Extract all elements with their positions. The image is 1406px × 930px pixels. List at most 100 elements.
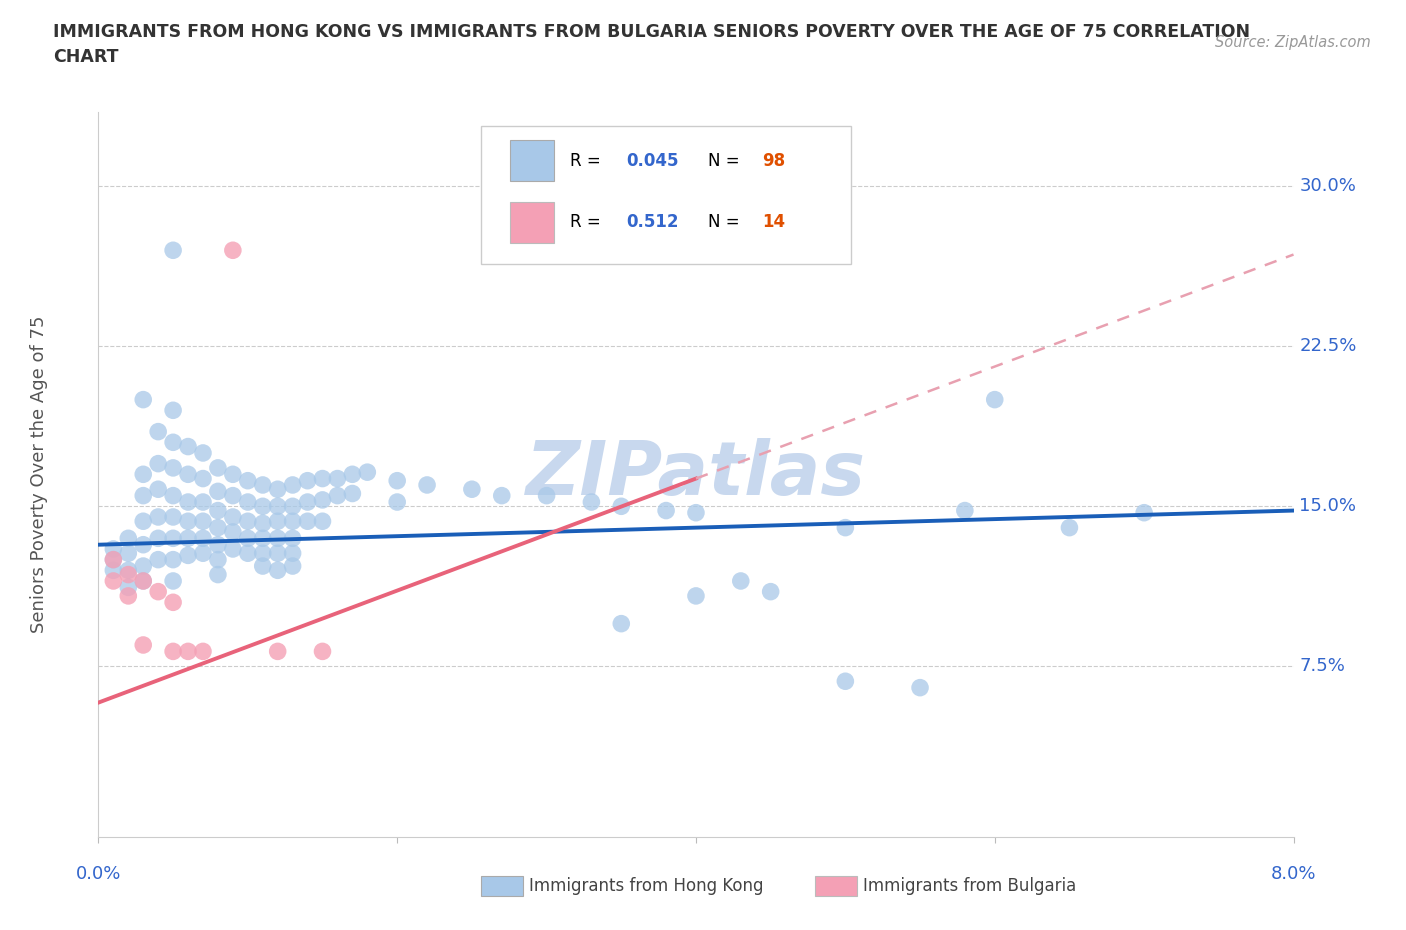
Point bbox=[581, 495, 603, 510]
Point bbox=[267, 563, 290, 578]
Point bbox=[236, 513, 259, 528]
Text: N =: N = bbox=[709, 152, 745, 169]
Point bbox=[252, 516, 274, 531]
Point bbox=[222, 525, 245, 539]
Point bbox=[222, 510, 245, 525]
Point bbox=[491, 488, 513, 503]
Point bbox=[132, 574, 155, 589]
Point bbox=[162, 460, 184, 475]
Point bbox=[685, 505, 707, 520]
Point bbox=[117, 546, 139, 561]
Point bbox=[103, 541, 125, 556]
Point bbox=[207, 503, 229, 518]
Point bbox=[297, 513, 319, 528]
Text: IMMIGRANTS FROM HONG KONG VS IMMIGRANTS FROM BULGARIA SENIORS POVERTY OVER THE A: IMMIGRANTS FROM HONG KONG VS IMMIGRANTS … bbox=[53, 23, 1250, 41]
Point bbox=[132, 513, 155, 528]
Point bbox=[207, 484, 229, 498]
Point bbox=[236, 531, 259, 546]
Point bbox=[416, 477, 439, 492]
Point bbox=[281, 531, 304, 546]
Point bbox=[834, 674, 856, 689]
Point bbox=[655, 503, 678, 518]
Text: 14: 14 bbox=[762, 213, 785, 232]
Point bbox=[297, 473, 319, 488]
Point bbox=[685, 589, 707, 604]
Text: 8.0%: 8.0% bbox=[1271, 865, 1316, 883]
Point bbox=[162, 403, 184, 418]
Point bbox=[132, 559, 155, 574]
Point bbox=[281, 498, 304, 513]
Text: 98: 98 bbox=[762, 152, 785, 169]
Point bbox=[281, 546, 304, 561]
Point bbox=[267, 513, 290, 528]
Point bbox=[117, 563, 139, 578]
Point bbox=[132, 467, 155, 482]
Point bbox=[117, 567, 139, 582]
Point bbox=[252, 498, 274, 513]
Point bbox=[281, 477, 304, 492]
Text: Source: ZipAtlas.com: Source: ZipAtlas.com bbox=[1215, 35, 1371, 50]
Point bbox=[252, 477, 274, 492]
Point bbox=[984, 392, 1007, 407]
Point bbox=[191, 644, 214, 658]
Text: R =: R = bbox=[571, 152, 606, 169]
Point bbox=[207, 567, 229, 582]
Point bbox=[222, 467, 245, 482]
FancyBboxPatch shape bbox=[509, 140, 554, 181]
Point bbox=[103, 574, 125, 589]
Point bbox=[311, 472, 333, 486]
Point bbox=[117, 589, 139, 604]
Point bbox=[191, 546, 214, 561]
Point bbox=[1059, 520, 1081, 535]
Text: Immigrants from Hong Kong: Immigrants from Hong Kong bbox=[529, 877, 763, 896]
Point bbox=[191, 513, 214, 528]
Point bbox=[236, 473, 259, 488]
Point bbox=[162, 574, 184, 589]
Point bbox=[207, 520, 229, 535]
Point bbox=[834, 520, 856, 535]
Point bbox=[162, 531, 184, 546]
Point bbox=[342, 486, 364, 501]
Point bbox=[267, 482, 290, 497]
Text: Seniors Poverty Over the Age of 75: Seniors Poverty Over the Age of 75 bbox=[30, 315, 48, 633]
FancyBboxPatch shape bbox=[481, 126, 852, 264]
Point bbox=[311, 513, 333, 528]
Point bbox=[252, 559, 274, 574]
Point bbox=[1133, 505, 1156, 520]
Point bbox=[207, 538, 229, 552]
Point bbox=[177, 467, 200, 482]
Point bbox=[148, 424, 170, 439]
Point bbox=[162, 243, 184, 258]
Point bbox=[148, 510, 170, 525]
Point bbox=[191, 495, 214, 510]
Point bbox=[730, 574, 752, 589]
Point bbox=[162, 488, 184, 503]
Point bbox=[281, 559, 304, 574]
Point bbox=[191, 472, 214, 486]
Text: Immigrants from Bulgaria: Immigrants from Bulgaria bbox=[863, 877, 1077, 896]
Point bbox=[132, 488, 155, 503]
Text: ZIPatlas: ZIPatlas bbox=[526, 438, 866, 511]
Point bbox=[177, 495, 200, 510]
Point bbox=[908, 680, 931, 695]
Point bbox=[103, 563, 125, 578]
Point bbox=[177, 548, 200, 563]
Point bbox=[385, 495, 409, 510]
Point bbox=[311, 493, 333, 508]
Text: N =: N = bbox=[709, 213, 745, 232]
Point bbox=[267, 546, 290, 561]
Text: R =: R = bbox=[571, 213, 606, 232]
Point bbox=[385, 473, 409, 488]
Point bbox=[191, 445, 214, 460]
Bar bbox=[481, 876, 523, 897]
Text: 0.512: 0.512 bbox=[627, 213, 679, 232]
Point bbox=[132, 392, 155, 407]
Point bbox=[103, 552, 125, 567]
Point bbox=[342, 467, 364, 482]
Point bbox=[356, 465, 378, 480]
Point bbox=[162, 510, 184, 525]
Point bbox=[162, 644, 184, 658]
Point bbox=[191, 531, 214, 546]
Point bbox=[281, 513, 304, 528]
Point bbox=[177, 531, 200, 546]
